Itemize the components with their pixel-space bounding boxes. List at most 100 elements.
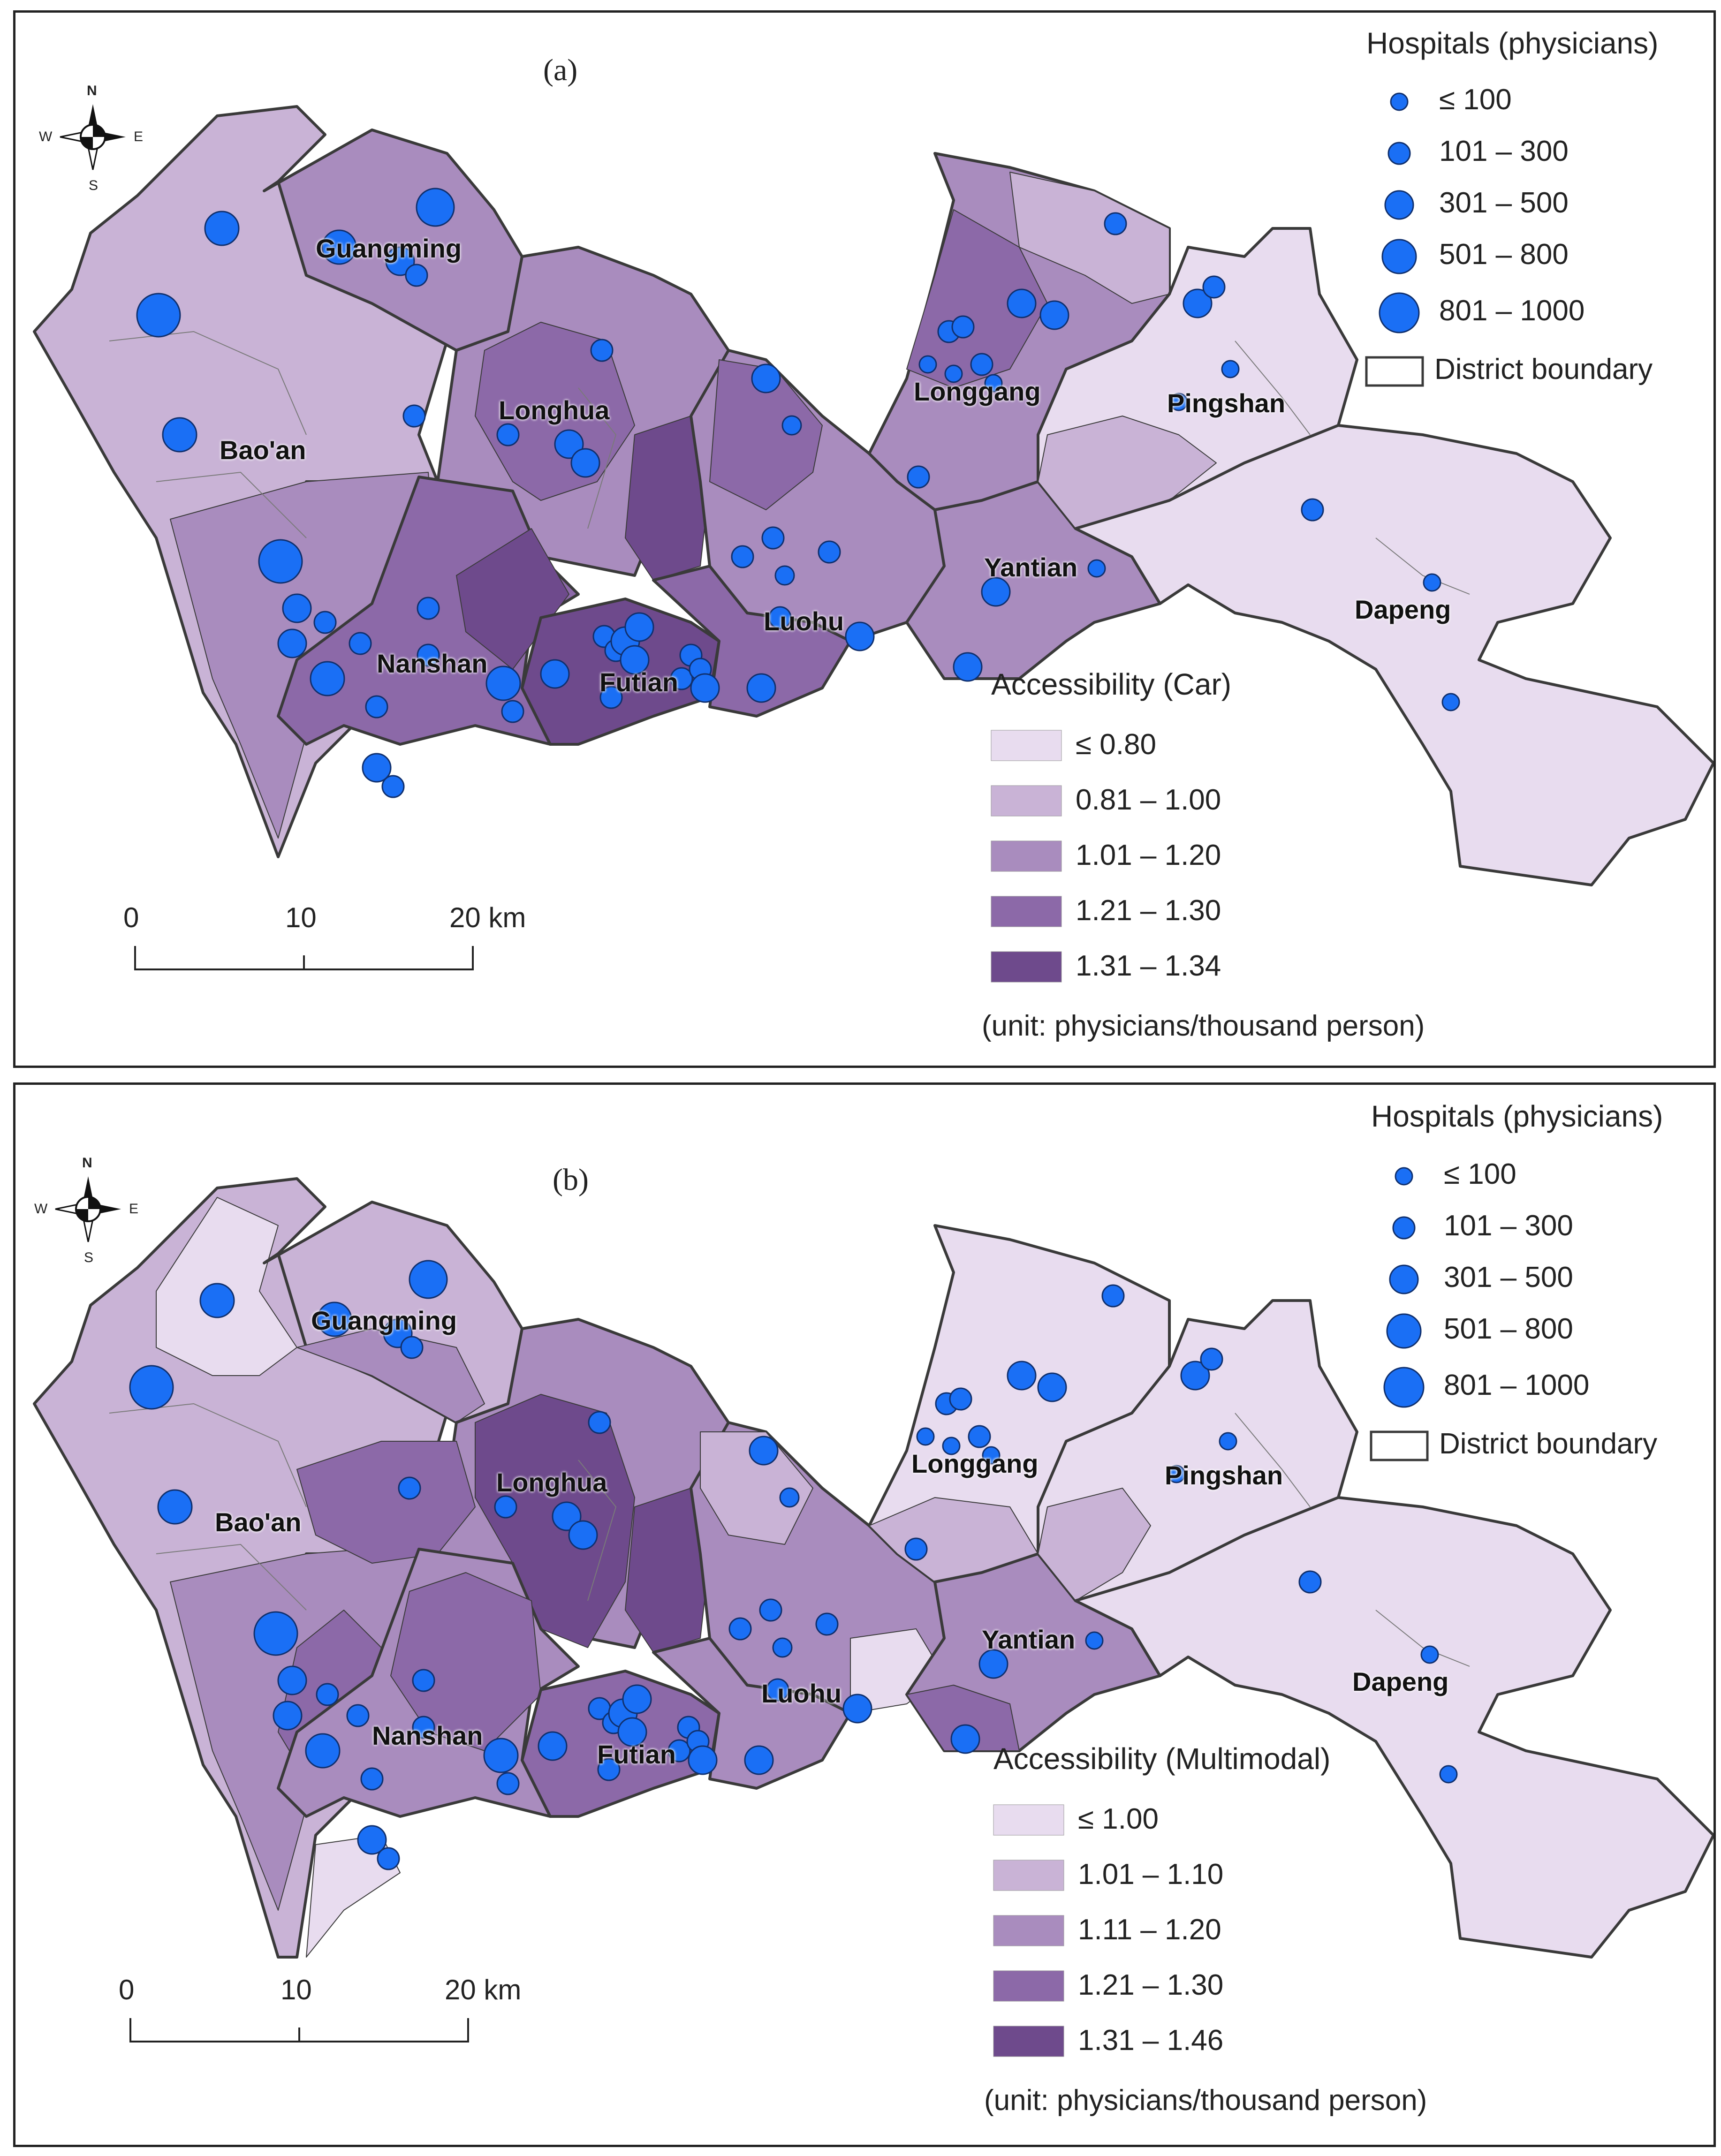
district-label-baoan: Bao'an [220, 435, 306, 465]
district-region-futian [521, 598, 720, 746]
hospital-point [744, 1745, 774, 1775]
hospital-point [845, 621, 875, 651]
hospital-point [381, 775, 405, 798]
hospital-legend-class-1: ≤ 100 [1439, 83, 1512, 116]
hospital-point [501, 700, 524, 723]
hospitals-b [129, 1260, 1458, 1870]
hospital-point [904, 1537, 928, 1561]
hospital-point [277, 1665, 307, 1695]
hospital-point [1085, 1631, 1104, 1650]
hospital-point [982, 1446, 1001, 1465]
district-label-nanshan: Nanshan [377, 649, 488, 678]
hospital-point [1087, 559, 1106, 578]
hospital-point [552, 1501, 582, 1531]
hospital-legend-class-5: 801 – 1000 [1439, 295, 1585, 327]
hospital-point [949, 1387, 972, 1411]
compass-label-n: N [87, 83, 97, 98]
district-region-dapeng [1074, 424, 1713, 886]
hospital-point [317, 1301, 352, 1337]
district-boundary-swatch-b [1370, 1430, 1429, 1461]
hospital-point [1039, 300, 1069, 330]
hospital-point [622, 1684, 652, 1714]
district-label-pingshan: Pingshan [1165, 1460, 1283, 1490]
hospital-point [599, 686, 623, 709]
compass-label-n: N [82, 1155, 92, 1171]
subdistrict-lines-a [109, 331, 1470, 595]
hospital-point [199, 1283, 235, 1318]
hospital-point [485, 666, 521, 701]
hospital-point [412, 1716, 435, 1739]
hospital-point [981, 577, 1011, 607]
district-subregion-luohu-light [700, 1431, 813, 1545]
hospital-point [751, 363, 781, 393]
hospital-point [310, 661, 345, 696]
hospital-point [554, 429, 584, 459]
hospital-point [313, 611, 337, 634]
hospital-point [1219, 1432, 1237, 1451]
district-label-futian: Futian [599, 667, 678, 697]
hospital-point [409, 1260, 448, 1299]
hospital-legend-symbols-b [1383, 1167, 1425, 1408]
hospital-legend-title: Hospitals (physicians) [1366, 26, 1659, 60]
scale-tick-10: 10 [281, 1974, 312, 2005]
district-label-longgang: Longgang [914, 377, 1041, 406]
hospitals-a [136, 188, 1460, 798]
accessibility-legend-class-2: 0.81 – 1.00 [1076, 784, 1221, 816]
hospital-point [690, 673, 720, 703]
hospital-point [204, 211, 240, 246]
hospital-point [1200, 1347, 1223, 1371]
hospital-point [766, 1678, 789, 1702]
hospital-point [951, 315, 975, 339]
choropleth-b [33, 1177, 1713, 1959]
accessibility-legend-title: Accessibility (Multimodal) [993, 1742, 1331, 1776]
district-subregion-nanshan-dark [390, 1572, 541, 1751]
accessibility-legend-class-2: 1.01 – 1.10 [1078, 1858, 1224, 1891]
hospital-point [416, 188, 455, 227]
panel-label: (a) [543, 53, 578, 87]
hospital-point [1420, 1645, 1439, 1664]
accessibility-legend-class-1: ≤ 1.00 [1078, 1803, 1159, 1835]
hospital-point [779, 1487, 800, 1508]
hospital-point [588, 1411, 611, 1434]
hospital-point [349, 632, 372, 655]
district-subregion-yantian-dark [906, 1685, 1020, 1751]
hospital-point [970, 353, 993, 376]
hospital-point [768, 606, 792, 629]
hospital-point [405, 264, 428, 287]
hospital-point [157, 1489, 193, 1525]
hospital-point [968, 1425, 991, 1448]
accessibility-legend-title: Accessibility (Car) [991, 667, 1232, 701]
district-label-yantian: Yantian [982, 1625, 1076, 1654]
hospital-point [385, 246, 415, 276]
hospital-point [953, 652, 983, 682]
hospital-legend-class-2: 101 – 300 [1444, 1210, 1573, 1242]
hospital-point [412, 1669, 435, 1692]
district-label-luohu: Luohu [764, 606, 844, 636]
accessibility-swatches-a [991, 730, 1062, 983]
hospital-point [417, 643, 440, 667]
hospital-point [950, 1724, 980, 1754]
hospital-point [1037, 1372, 1067, 1402]
hospital-point [749, 1436, 779, 1466]
hospital-point [494, 1495, 517, 1519]
hospital-point [568, 1520, 598, 1550]
scale-bar-b [129, 2018, 469, 2043]
accessibility-legend-class-5: 1.31 – 1.46 [1078, 2024, 1224, 2057]
hospital-point [759, 1598, 782, 1622]
district-subregion-guangming-mid [296, 1328, 485, 1423]
district-label-luohu: Luohu [761, 1679, 842, 1708]
accessibility-unit: (unit: physicians/thousand person) [984, 2084, 1427, 2117]
hospital-legend-class-3: 301 – 500 [1444, 1261, 1573, 1294]
hospital-point [321, 229, 357, 265]
district-label-nanshan: Nanshan [372, 1721, 483, 1750]
district-region-baoan [33, 105, 448, 858]
hospital-point [1167, 1465, 1186, 1483]
hospital-point [305, 1733, 341, 1769]
hospital-point [728, 1617, 752, 1641]
hospital-point [620, 645, 650, 675]
scale-tick-0: 0 [123, 902, 139, 933]
district-label-longgang: Longgang [911, 1449, 1039, 1478]
hospital-point [916, 1427, 935, 1446]
district-boundary-label: District boundary [1439, 1428, 1658, 1460]
accessibility-legend-class-5: 1.31 – 1.34 [1076, 950, 1221, 982]
